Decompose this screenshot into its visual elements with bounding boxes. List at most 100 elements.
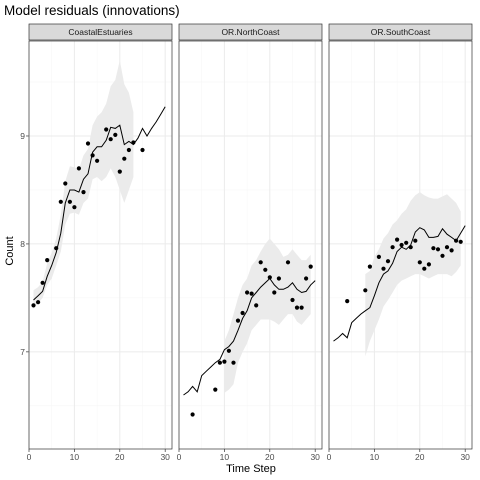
data-point xyxy=(213,387,218,392)
data-point xyxy=(417,260,422,265)
data-point xyxy=(413,238,418,243)
data-point xyxy=(245,290,250,295)
data-point xyxy=(81,190,86,195)
panel-strip-label: OR.NorthCoast xyxy=(221,27,280,37)
data-point xyxy=(258,260,263,265)
data-point xyxy=(72,205,77,210)
confidence-ribbon xyxy=(365,192,461,357)
data-point xyxy=(217,360,222,365)
data-point xyxy=(263,267,268,272)
panel-1: OR.NorthCoast 0 10 20 30 xyxy=(177,23,323,462)
y-axis-title: Count xyxy=(4,236,16,265)
data-point xyxy=(285,260,291,265)
x-tick-label: 0 xyxy=(177,452,182,462)
x-axis-title: Time Step xyxy=(226,463,276,475)
data-point xyxy=(113,132,118,137)
data-point xyxy=(390,245,395,250)
x-tick-label: 0 xyxy=(327,452,332,462)
panel-strip xyxy=(328,23,473,41)
data-point xyxy=(299,305,304,310)
data-point xyxy=(58,199,63,204)
data-point xyxy=(449,248,454,253)
y-tick-label: 8 xyxy=(20,239,25,249)
confidence-ribbon xyxy=(33,60,134,309)
fitted-line xyxy=(33,106,166,301)
x-tick-label: 0 xyxy=(27,452,32,462)
data-point xyxy=(240,310,245,316)
data-point xyxy=(294,305,300,310)
data-point xyxy=(45,258,50,263)
data-point xyxy=(395,237,400,242)
data-point xyxy=(426,262,431,267)
data-point xyxy=(31,303,36,308)
y-tick-label: 7 xyxy=(20,347,25,357)
data-point xyxy=(54,246,59,251)
data-point xyxy=(385,259,391,264)
data-point xyxy=(40,280,45,285)
data-point xyxy=(63,181,68,186)
fitted-line xyxy=(333,225,466,342)
data-point xyxy=(76,166,81,171)
data-point xyxy=(67,199,72,204)
x-tick-label: 10 xyxy=(220,452,230,462)
data-point xyxy=(422,266,427,271)
data-point xyxy=(440,253,445,258)
panel-0: CoastalEstuaries 0 10 20 30 xyxy=(27,23,173,462)
data-point xyxy=(308,264,313,269)
data-point xyxy=(444,245,450,250)
data-point xyxy=(408,245,413,250)
data-point xyxy=(290,297,295,303)
panel-background xyxy=(29,41,172,449)
data-point xyxy=(454,238,459,243)
panel-strip xyxy=(178,23,323,41)
chart-panels: 7 8 9 CoastalEstuaries 0 10 20 30 OR.NorthCoast 0… xyxy=(20,23,473,462)
panel-strip-label: OR.SouthCoast xyxy=(371,27,431,37)
data-point xyxy=(140,147,145,153)
data-point xyxy=(254,303,259,308)
x-tick-label: 20 xyxy=(415,452,425,462)
data-point xyxy=(249,291,254,296)
data-point xyxy=(381,266,386,271)
data-point xyxy=(304,276,309,281)
data-point xyxy=(431,246,436,251)
panel-border xyxy=(178,40,323,450)
x-tick-label: 20 xyxy=(115,452,125,462)
data-point xyxy=(226,348,231,353)
chart-title: Model residuals (innovations) xyxy=(4,3,180,18)
x-tick-label: 10 xyxy=(70,452,80,462)
x-tick-label: 30 xyxy=(460,452,470,462)
x-tick-label: 10 xyxy=(370,452,380,462)
data-point xyxy=(458,239,463,244)
data-point xyxy=(131,140,136,145)
data-point xyxy=(95,158,100,163)
data-point xyxy=(126,147,131,153)
data-point xyxy=(345,299,350,304)
data-point xyxy=(404,240,409,245)
data-point xyxy=(376,254,381,259)
data-point xyxy=(85,141,91,146)
x-tick-label: 30 xyxy=(160,452,170,462)
data-point xyxy=(267,275,272,280)
panel-2: OR.SouthCoast 0 10 20 30 xyxy=(327,23,473,462)
data-point xyxy=(399,242,404,248)
data-point xyxy=(272,290,277,295)
panel-background xyxy=(179,41,322,449)
panel-border xyxy=(28,40,173,450)
data-point xyxy=(190,412,195,417)
data-point xyxy=(222,359,227,364)
x-tick-label: 20 xyxy=(265,452,275,462)
data-point xyxy=(122,156,127,161)
data-point xyxy=(117,169,122,174)
data-point xyxy=(90,153,95,158)
data-point xyxy=(104,127,109,132)
data-point xyxy=(231,360,236,365)
confidence-ribbon xyxy=(224,238,311,393)
data-point xyxy=(108,137,113,142)
panel-border xyxy=(328,40,473,450)
fitted-line xyxy=(183,277,316,396)
data-point xyxy=(276,276,281,281)
panel-strip xyxy=(28,23,173,41)
y-tick-label: 9 xyxy=(20,131,25,141)
x-tick-label: 30 xyxy=(310,452,320,462)
